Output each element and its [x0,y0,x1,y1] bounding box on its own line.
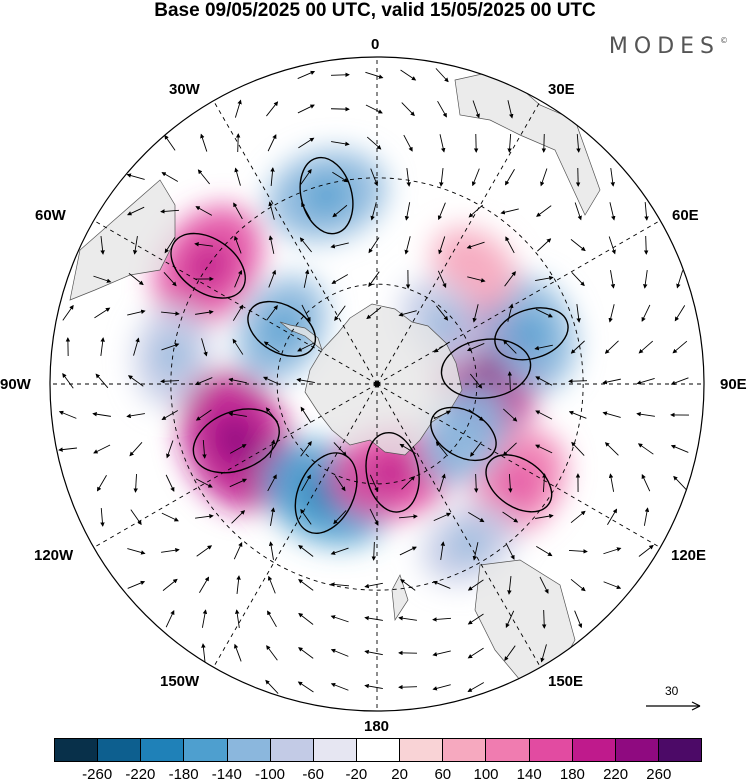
polar-map [0,0,750,735]
colorbar-tick-label: -20 [346,766,368,783]
colorbar-tick-label: 260 [646,766,671,783]
lon-label-30e: 30E [548,82,575,98]
wind-vector [544,134,545,152]
colorbar-segment [314,739,357,761]
south-pole-marker [374,381,380,387]
colorbar-tick-label: -100 [255,766,285,783]
colorbar-tick-label: 140 [517,766,542,783]
colorbar-segment [486,739,529,761]
colorbar-tick-label: -220 [125,766,155,783]
lon-label-30w: 30W [169,82,200,98]
lon-label-60e: 60E [672,208,699,224]
lon-label-60w: 60W [35,208,66,224]
lon-label-0: 0 [371,37,379,53]
wind-vector [331,109,349,110]
colorbar-segment [228,739,271,761]
colorbar-segment [530,739,573,761]
colorbar-tick-label: -260 [82,766,112,783]
colorbar-tick-label: 220 [603,766,628,783]
lon-label-120e: 120E [671,548,706,564]
colorbar-segment [659,739,701,761]
wind-vector [399,687,417,688]
colorbar [54,738,702,762]
colorbar-tick-label: -60 [302,766,324,783]
colorbar-segment [616,739,659,761]
wind-vector [569,381,587,382]
lon-label-90e: 90E [720,377,747,393]
reference-vector-arrow [640,682,710,714]
lon-label-150w: 150W [160,674,199,690]
colorbar-segment [573,739,616,761]
colorbar-segment [400,739,443,761]
lon-label-150e: 150E [548,674,583,690]
lon-label-180: 180 [364,719,389,735]
wind-vector [646,236,647,254]
colorbar-segment [98,739,141,761]
colorbar-segment [141,739,184,761]
colorbar-tick-label: 20 [391,766,408,783]
lon-label-90w: 90W [0,377,31,393]
wind-vector [238,134,239,152]
colorbar-tick-label: 60 [434,766,451,783]
colorbar-tick-label: -140 [212,766,242,783]
colorbar-tick-label: 180 [560,766,585,783]
colorbar-ticks: -260 -220 -180 -140 -100 -60 -20 20 60 100 140 180 2… [0,766,750,784]
colorbar-tick-label: 100 [473,766,498,783]
colorbar-segment [184,739,227,761]
colorbar-segment [271,739,314,761]
colorbar-segment [357,739,400,761]
colorbar-segment [55,739,98,761]
colorbar-segment [443,739,486,761]
colorbar-tick-label: -180 [169,766,199,783]
lon-label-120w: 120W [34,548,73,564]
